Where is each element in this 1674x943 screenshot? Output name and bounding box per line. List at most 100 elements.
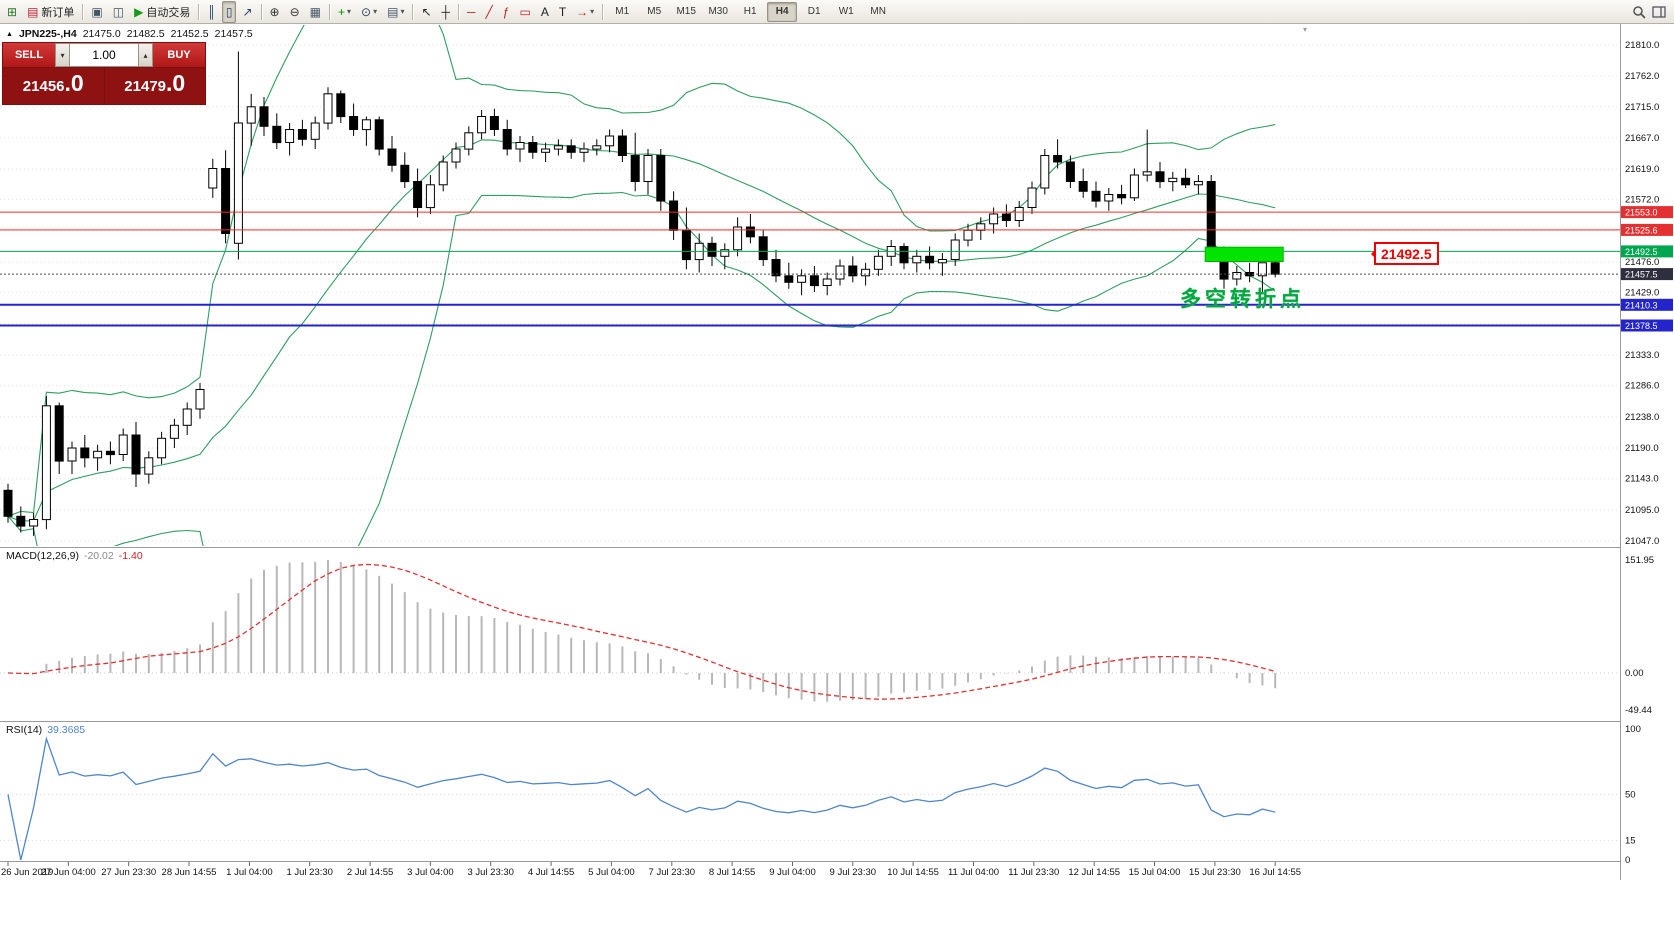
text-icon: A [540,4,549,19]
macd-title: MACD(12,26,9) [6,550,79,562]
timeframe-m30-button[interactable]: M30 [708,6,728,17]
chevron-down-icon: ▾ [373,7,378,16]
ohlc-low: 21452.5 [170,28,209,40]
svg-text:5 Jul 04:00: 5 Jul 04:00 [588,867,634,878]
svg-text:21667.0: 21667.0 [1625,133,1659,144]
cursor-button[interactable]: ↖ [417,1,435,23]
timeframe-m15-button[interactable]: M15 [676,6,696,17]
volume-input[interactable] [70,44,138,66]
svg-text:21572.0: 21572.0 [1625,195,1659,206]
price-alert-tag[interactable]: 21492.5 [1371,242,1439,265]
autotrade-play-label: 自动交易 [146,6,191,19]
hline-button[interactable]: ─ [463,1,480,23]
ohlc-close: 21457.5 [214,28,253,40]
autotrade-play-button[interactable]: ▶ 自动交易 [130,1,194,23]
arrows-icon: → [576,4,589,19]
svg-text:21553.0: 21553.0 [1625,208,1658,218]
volume-increase-button[interactable]: ▴ [138,43,153,67]
svg-text:21095.0: 21095.0 [1625,505,1659,516]
ohlc-high: 21482.5 [126,28,165,40]
candle-chart-button[interactable]: ▯ [221,0,237,23]
buy-price[interactable]: 21479 .0 [105,68,206,104]
svg-text:151.95: 151.95 [1625,555,1654,566]
crosshair-icon: ┼ [441,4,451,19]
new-order-button[interactable]: ▤ 新订单 [23,1,78,23]
text-button[interactable]: A [537,1,553,23]
svg-text:8 Jul 14:55: 8 Jul 14:55 [709,867,755,878]
macd-value: -20.02 [83,550,114,562]
svg-text:21492.5: 21492.5 [1625,247,1658,257]
svg-text:-49.44: -49.44 [1625,705,1652,716]
fibo-icon: ƒ [502,4,510,19]
new-chart-button[interactable]: ⊞ [3,1,21,23]
svg-text:3 Jul 23:30: 3 Jul 23:30 [467,867,513,878]
turning-point-note: 多空转折点 [1180,288,1305,311]
chart-window-button[interactable]: ▣ [87,1,106,23]
templates-icon: ▤ [387,4,399,19]
chart-shift-icon[interactable]: ▾ [1303,25,1308,34]
toolbar-separator [412,3,414,20]
line-chart-button[interactable]: ↗ [238,1,256,23]
symbol-period-label: JPN225-,H4 [18,28,77,40]
search-icon[interactable] [1632,5,1646,19]
svg-text:26 Jun 2019: 26 Jun 2019 [1,867,53,878]
svg-text:21190.0: 21190.0 [1625,443,1659,454]
zoom-in-icon: ⊕ [269,4,280,19]
hline-icon: ─ [467,4,476,19]
arrows-button[interactable]: → ▾ [572,1,598,23]
svg-text:50: 50 [1625,790,1636,801]
bar-chart-button[interactable]: ║ [203,1,220,23]
svg-text:21238.0: 21238.0 [1625,412,1659,423]
label-button[interactable]: T [555,1,570,23]
indicators-icon: + [337,4,345,19]
volume-decrease-button[interactable]: ▾ [55,43,70,67]
ohlc-open: 21475.0 [82,28,121,40]
toolbar-separator [602,3,604,20]
tile-windows-button[interactable]: ▦ [306,1,325,23]
svg-text:9 Jul 23:30: 9 Jul 23:30 [830,867,876,878]
trendline-button[interactable]: ╱ [482,1,497,23]
svg-text:21762.0: 21762.0 [1625,71,1659,82]
templates-button[interactable]: ▤ ▾ [383,1,408,23]
shapes-button[interactable]: ▭ [515,1,534,23]
periods-icon: ⊙ [361,4,372,19]
panels-icon[interactable] [1652,5,1666,19]
buy-button[interactable]: BUY [153,43,205,67]
sell-price[interactable]: 21456 .0 [3,68,104,104]
rsi-label: RSI(14) 39.3685 [6,724,85,736]
timeframe-d1-button[interactable]: D1 [807,6,821,17]
toolbar-separator [328,3,330,20]
shapes-icon: ▭ [519,4,531,19]
zoom-out-button[interactable]: ⊖ [286,1,304,23]
symbol-info: ▲ JPN225-,H4 21475.0 21482.5 21452.5 214… [6,28,253,40]
toolbar-groups: ⊞ ▤ 新订单 ▣ ◫ ▶ 自动交易 ║ ▯ ↗ ⊕ ⊖ ▦ + ▾ ⊙ ▾ ▤ ▾ ↖ ┼ ─ ╱ ƒ ▭ A T → ▾ [2,0,606,23]
toolbar-separator [260,3,262,20]
svg-text:21525.6: 21525.6 [1625,225,1658,235]
timeframe-w1-button[interactable]: W1 [838,6,854,17]
chevron-down-icon: ▾ [590,7,595,16]
indicators-button[interactable]: + ▾ [334,1,355,23]
crosshair-button[interactable]: ┼ [438,1,455,23]
timeframe-h1-button[interactable]: H1 [743,6,757,17]
toolbar-right [1632,5,1672,19]
periods-button[interactable]: ⊙ ▾ [357,1,381,23]
sell-button[interactable]: SELL [3,43,55,67]
svg-text:100: 100 [1625,724,1641,735]
timeframe-mn-button[interactable]: MN [870,6,886,17]
svg-text:11 Jul 04:00: 11 Jul 04:00 [948,867,999,878]
svg-text:4 Jul 14:55: 4 Jul 14:55 [528,867,574,878]
timeframe-m5-button[interactable]: M5 [647,6,662,17]
new-order-label: 新订单 [41,6,75,19]
svg-text:15 Jul 23:30: 15 Jul 23:30 [1189,867,1241,878]
fibo-button[interactable]: ƒ [499,1,514,23]
svg-text:15 Jul 04:00: 15 Jul 04:00 [1129,867,1181,878]
profiles-button[interactable]: ◫ [109,1,128,23]
zoom-in-button[interactable]: ⊕ [266,1,284,23]
toolbar-separator [82,3,84,20]
timeframe-m1-button[interactable]: M1 [615,6,630,17]
timeframe-buttons: M1 M5 M15 M30 H1 H4 D1 W1 MN [606,0,894,23]
timeframe-h4-button[interactable]: H4 [767,1,798,22]
toolbar: ⊞ ▤ 新订单 ▣ ◫ ▶ 自动交易 ║ ▯ ↗ ⊕ ⊖ ▦ + ▾ ⊙ ▾ ▤ ▾ ↖ ┼ ─ ╱ ƒ ▭ A T → ▾ M1 M5 M… [0,0,1674,24]
